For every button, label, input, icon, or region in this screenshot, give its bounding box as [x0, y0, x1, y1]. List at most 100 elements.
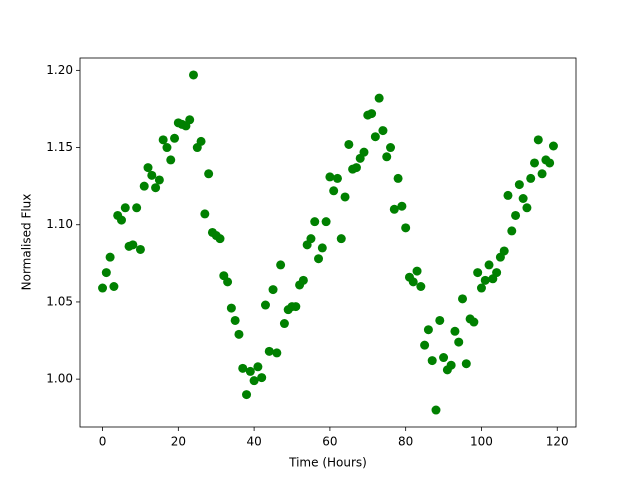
data-point — [120, 203, 130, 213]
data-point — [382, 152, 392, 162]
x-tick-label: 100 — [470, 435, 493, 449]
data-point — [147, 170, 157, 180]
data-point — [548, 141, 558, 151]
data-point — [314, 254, 324, 264]
data-point — [439, 353, 449, 363]
data-point — [276, 260, 286, 270]
data-point — [272, 348, 282, 358]
data-point — [128, 240, 138, 250]
data-point — [332, 173, 342, 183]
data-point — [306, 234, 316, 244]
data-point — [253, 362, 263, 372]
data-point — [522, 203, 532, 213]
y-tick-label: 1.10 — [46, 217, 73, 231]
data-point — [359, 147, 369, 157]
data-point — [537, 169, 547, 179]
data-point — [454, 337, 464, 347]
data-point — [204, 169, 214, 179]
data-point — [109, 282, 119, 292]
data-point — [533, 135, 543, 145]
data-point — [143, 163, 153, 173]
data-point — [393, 173, 403, 183]
data-point — [526, 173, 536, 183]
data-point — [291, 302, 301, 312]
data-point — [268, 285, 278, 295]
data-point — [132, 203, 142, 213]
data-point — [162, 143, 172, 153]
x-tick-label: 20 — [171, 435, 186, 449]
data-point — [386, 143, 396, 153]
data-point — [139, 181, 149, 191]
data-point — [101, 268, 111, 278]
data-point — [503, 190, 513, 200]
data-point — [230, 315, 240, 325]
data-point — [473, 268, 483, 278]
data-point — [514, 180, 524, 190]
x-tick-label: 120 — [546, 435, 569, 449]
data-point — [427, 356, 437, 366]
data-point — [321, 217, 331, 227]
y-tick-label: 1.05 — [46, 294, 73, 308]
data-point — [264, 346, 274, 356]
data-point — [476, 283, 486, 293]
data-point — [154, 175, 164, 185]
data-point — [340, 192, 350, 202]
data-point — [188, 70, 198, 80]
data-point — [367, 109, 377, 119]
data-point — [135, 244, 145, 254]
data-point — [215, 234, 225, 244]
data-point — [397, 201, 407, 211]
x-tick-label: 0 — [99, 435, 107, 449]
data-point — [166, 155, 176, 165]
x-tick-label: 40 — [246, 435, 261, 449]
y-tick-label: 1.20 — [46, 63, 73, 77]
data-point — [200, 209, 210, 219]
data-point — [450, 326, 460, 336]
x-tick-label: 60 — [322, 435, 337, 449]
x-tick-label: 80 — [398, 435, 413, 449]
data-point — [351, 163, 361, 173]
y-tick-label: 1.15 — [46, 140, 73, 154]
data-point — [329, 186, 339, 196]
data-point — [234, 329, 244, 339]
data-point — [530, 158, 540, 168]
data-point — [185, 115, 195, 125]
data-point — [98, 283, 108, 293]
data-point — [484, 260, 494, 270]
data-point — [325, 172, 335, 182]
data-point — [408, 277, 418, 287]
data-point — [435, 315, 445, 325]
plot-frame — [79, 57, 577, 428]
y-axis-label: Normalised Flux — [20, 194, 34, 291]
data-point — [370, 132, 380, 142]
data-point — [336, 234, 346, 244]
data-point — [170, 133, 180, 143]
data-point — [298, 275, 308, 285]
data-point — [105, 252, 115, 262]
data-point — [344, 139, 354, 149]
data-point — [374, 93, 384, 103]
data-point — [249, 376, 259, 386]
data-point — [116, 215, 126, 225]
data-point — [492, 268, 502, 278]
data-point — [242, 390, 252, 400]
data-point — [518, 193, 528, 203]
data-point — [226, 303, 236, 313]
data-point — [461, 359, 471, 369]
data-point — [458, 294, 468, 304]
data-point — [317, 243, 327, 253]
data-point — [507, 226, 517, 236]
data-point — [431, 405, 441, 415]
data-point — [389, 204, 399, 214]
data-point — [469, 317, 479, 327]
data-point — [260, 300, 270, 310]
data-point — [257, 373, 267, 383]
data-point — [378, 126, 388, 136]
data-point — [416, 282, 426, 292]
x-axis-label: Time (Hours) — [288, 456, 367, 470]
data-point — [279, 319, 289, 329]
data-point — [412, 266, 422, 276]
data-point — [423, 325, 433, 335]
